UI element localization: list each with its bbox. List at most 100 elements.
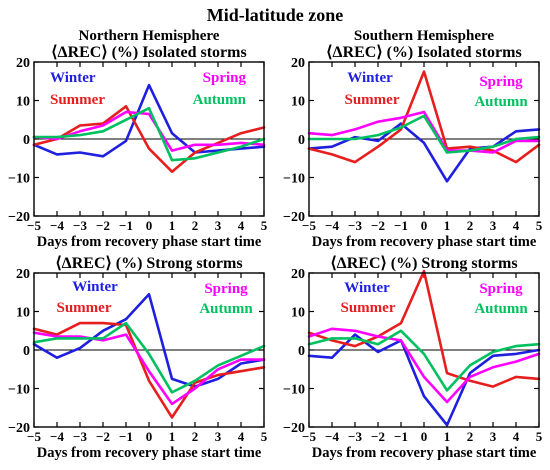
y-tick-label: 20 [291,56,305,71]
x-axis-label: Days from recovery phase start time [312,234,537,250]
y-tick-label: −20 [8,421,30,436]
x-tick-label: −3 [73,218,87,233]
x-tick-label: 1 [444,218,451,233]
x-axis-label: Days from recovery phase start time [312,445,537,461]
x-tick-label: −5 [27,218,41,233]
legend-label-autumn: Autumn [199,301,253,317]
x-tick-label: 4 [238,218,245,233]
series-line-summer [32,105,266,173]
series-line-autumn [307,329,541,392]
legend-label-autumn: Autumn [193,92,247,108]
hemisphere-title: Southern Hemisphere [354,28,494,44]
legend-label-autumn: Autumn [474,301,528,317]
plot-frame [33,61,265,217]
x-tick-label: 3 [215,218,222,233]
x-tick-label: 4 [513,218,520,233]
y-tick-label: 10 [291,95,305,110]
x-tick-label: 2 [467,429,474,444]
y-tick-label: 20 [291,267,305,282]
series-line-winter [307,333,541,427]
x-tick-label: −4 [325,218,339,233]
x-tick-label: 2 [467,218,474,233]
x-tick-label: 0 [146,429,153,444]
figure-title: Mid-latitude zone [207,5,344,25]
legend-label-summer: Summer [50,92,105,108]
x-tick-label: 1 [169,218,176,233]
x-tick-label: 2 [192,429,199,444]
x-tick-label: −1 [394,218,408,233]
x-tick-label: −3 [348,218,362,233]
x-tick-label: 5 [536,429,543,444]
series-line-autumn [32,106,266,162]
y-tick-label: −10 [283,383,305,398]
y-tick-label: 0 [23,344,30,359]
x-axis-label: Days from recovery phase start time [37,445,262,461]
legend-label-spring: Spring [479,74,523,90]
hemisphere-title: Northern Hemisphere [79,28,220,44]
y-tick-label: −10 [8,172,30,187]
x-tick-label: −4 [50,218,64,233]
x-tick-label: −1 [119,218,133,233]
legend-label-spring: Spring [204,281,248,297]
series-line-autumn [32,321,266,394]
y-tick-label: −20 [283,421,305,436]
series-line-summer [32,321,266,419]
series-line-spring [307,327,541,404]
x-tick-label: 4 [513,429,520,444]
chart-panel-3: ⟨ΔREC⟩ (%) Strong storms−5 −4 −3 −2 −1 0 1 2 3 4 5… [8,255,268,461]
series-line-summer [307,70,541,164]
panel-title: ⟨ΔREC⟩ (%) Isolated storms [326,44,521,61]
legend-label-winter: Winter [50,70,96,86]
x-tick-label: 1 [169,429,176,444]
x-tick-label: −5 [302,429,316,444]
chart-panel-2: Southern Hemisphere⟨ΔREC⟩ (%) Isolated s… [283,28,543,250]
x-tick-label: −4 [50,429,64,444]
legend-label-winter: Winter [72,279,118,295]
y-tick-label: 20 [16,56,30,71]
series-line-spring [307,110,541,154]
plot-frame [308,272,540,428]
series-line-spring [32,110,266,152]
x-axis-label: Days from recovery phase start time [37,234,262,250]
y-tick-label: 10 [16,306,30,321]
plot-frame [308,61,540,217]
y-tick-label: −10 [8,383,30,398]
x-tick-label: 3 [490,429,497,444]
series-line-autumn [307,114,541,154]
series-line-summer [307,269,541,388]
legend-label-autumn: Autumn [474,94,528,110]
panel-title: ⟨ΔREC⟩ (%) Isolated storms [51,44,246,61]
x-tick-label: −1 [119,429,133,444]
chart-panel-4: ⟨ΔREC⟩ (%) Strong storms−5 −4 −3 −2 −1 0 1 2 3 4 5… [283,255,543,461]
legend-label-winter: Winter [344,280,390,296]
y-tick-label: 0 [298,133,305,148]
x-tick-label: 3 [490,218,497,233]
y-tick-label: −10 [283,172,305,187]
x-tick-label: 1 [444,429,451,444]
x-tick-label: −2 [96,429,110,444]
x-tick-label: 2 [192,218,199,233]
y-tick-label: −20 [8,210,30,225]
plot-frame [33,272,265,428]
x-tick-label: −5 [302,218,316,233]
legend-label-spring: Spring [203,70,247,86]
x-tick-label: −1 [394,429,408,444]
x-tick-label: 5 [536,218,543,233]
x-tick-label: 0 [421,218,428,233]
legend-label-summer: Summer [341,300,396,316]
y-tick-label: 0 [23,133,30,148]
x-tick-label: 0 [421,429,428,444]
x-tick-label: 4 [238,429,245,444]
legend-label-summer: Summer [57,300,112,316]
x-tick-label: 5 [261,218,268,233]
x-tick-label: −2 [371,429,385,444]
x-tick-label: −2 [96,218,110,233]
panel-title: ⟨ΔREC⟩ (%) Strong storms [55,255,242,272]
y-tick-label: 10 [16,95,30,110]
x-tick-label: −2 [371,218,385,233]
x-tick-label: −3 [348,429,362,444]
y-tick-label: 20 [16,267,30,282]
chart-panel-1: Northern Hemisphere⟨ΔREC⟩ (%) Isolated s… [8,28,268,250]
series-line-spring [32,331,266,406]
